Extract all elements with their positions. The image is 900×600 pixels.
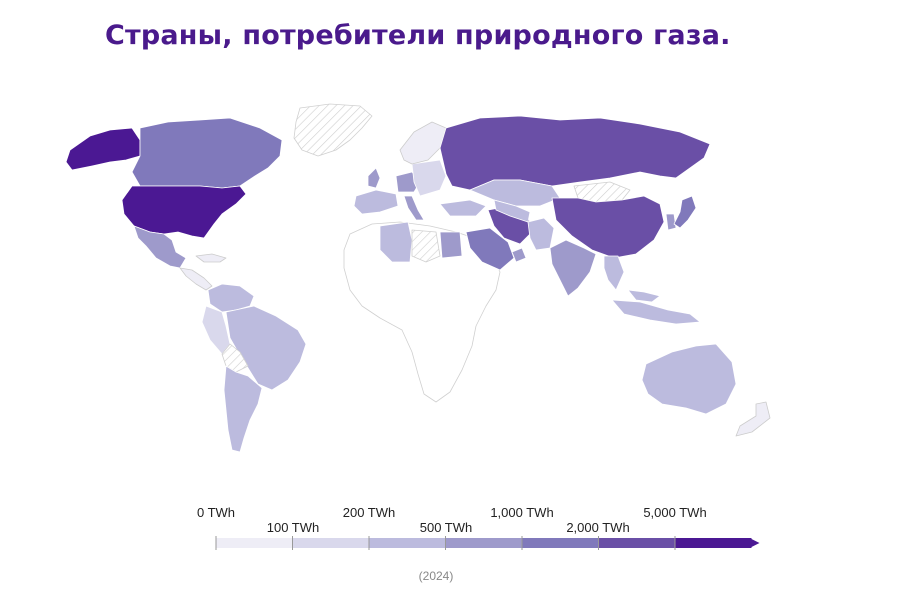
legend-label-1000: 1,000 TWh bbox=[490, 505, 554, 520]
legend-label-0: 0 TWh bbox=[196, 505, 236, 520]
legend-label-200: 200 TWh bbox=[342, 505, 396, 520]
country-greenland[interactable] bbox=[293, 103, 373, 157]
legend-bin-1 bbox=[292, 538, 369, 548]
legend-bin-5 bbox=[598, 538, 675, 548]
country-canada[interactable] bbox=[131, 117, 283, 189]
country-algeria[interactable] bbox=[379, 221, 413, 263]
country-indonesia[interactable] bbox=[611, 299, 701, 325]
legend-bin-3 bbox=[445, 538, 522, 548]
country-china[interactable] bbox=[551, 195, 665, 259]
country-usa[interactable] bbox=[121, 185, 247, 239]
country-usa-alaska[interactable] bbox=[65, 127, 141, 171]
country-uk[interactable] bbox=[367, 167, 381, 189]
legend-label-500: 500 TWh bbox=[419, 520, 473, 535]
country-argentina[interactable] bbox=[223, 365, 263, 453]
country-libya[interactable] bbox=[411, 229, 441, 263]
country-australia[interactable] bbox=[641, 343, 737, 415]
country-egypt[interactable] bbox=[439, 231, 463, 259]
country-italy[interactable] bbox=[403, 195, 425, 221]
country-india[interactable] bbox=[549, 239, 597, 297]
legend-bin-0 bbox=[216, 538, 293, 548]
legend-label-2000: 2,000 TWh bbox=[566, 520, 630, 535]
year-note: (2024) bbox=[418, 569, 454, 583]
country-japan[interactable] bbox=[673, 195, 697, 229]
legend-label-5000: 5,000 TWh bbox=[643, 505, 707, 520]
legend-bin-4 bbox=[522, 538, 599, 548]
country-france-spain[interactable] bbox=[353, 189, 399, 215]
country-korea[interactable] bbox=[665, 213, 677, 231]
country-saudi-arabia[interactable] bbox=[465, 227, 515, 271]
country-malaysia[interactable] bbox=[627, 289, 661, 303]
country-venezuela[interactable] bbox=[207, 283, 255, 313]
legend-label-100: 100 TWh bbox=[266, 520, 320, 535]
legend-bin-2 bbox=[369, 538, 446, 548]
country-thailand[interactable] bbox=[603, 255, 625, 291]
country-central-america[interactable] bbox=[179, 267, 213, 291]
country-uae[interactable] bbox=[511, 247, 527, 263]
country-caribbean[interactable] bbox=[195, 253, 227, 263]
country-eastern-europe[interactable] bbox=[411, 159, 447, 197]
country-new-zealand[interactable] bbox=[735, 401, 771, 437]
chart-title: Страны, потребители природного газа. bbox=[105, 20, 731, 51]
country-turkey[interactable] bbox=[439, 199, 487, 217]
country-mexico[interactable] bbox=[133, 225, 187, 269]
legend-arrow-icon bbox=[749, 538, 760, 548]
legend-bin-6 bbox=[675, 538, 752, 548]
